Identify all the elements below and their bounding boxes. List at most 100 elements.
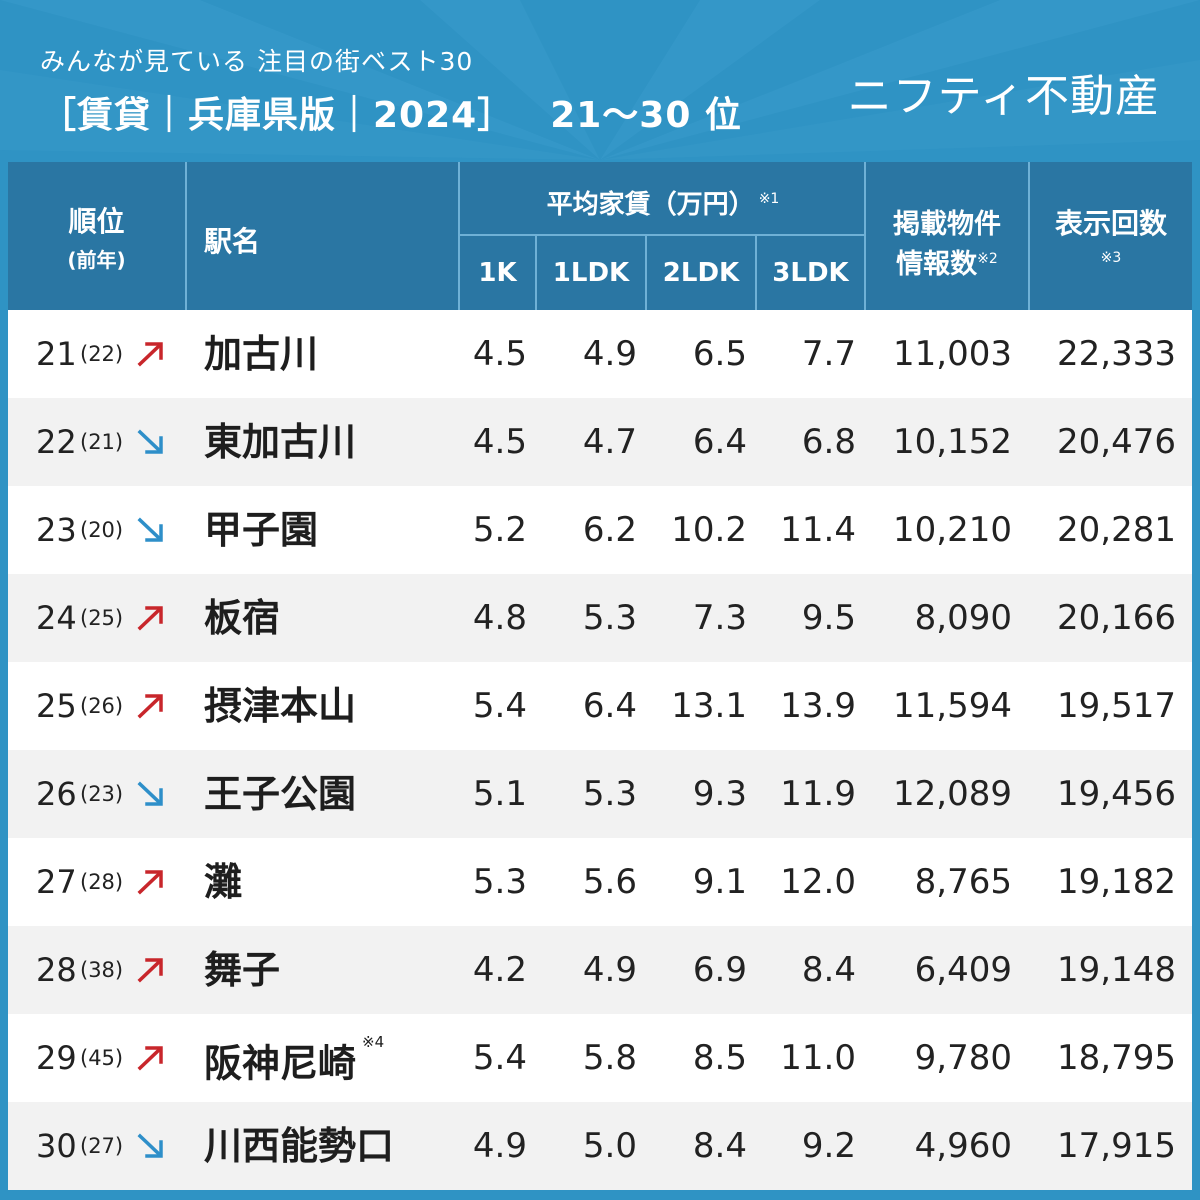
cell-views: 19,456 xyxy=(1057,774,1176,814)
col-1k: 1K xyxy=(478,258,517,288)
rank-number: 29 xyxy=(36,1039,77,1077)
cell-views: 22,333 xyxy=(1057,334,1176,374)
station-name: 王子公園 xyxy=(204,772,357,816)
col-listings-line2: 情報数※2 xyxy=(866,242,1028,281)
title-text: ［賃貸｜兵庫県版｜2024］ xyxy=(40,95,515,136)
col-1ldk: 1LDK xyxy=(552,258,630,288)
cell-1k: 5.1 xyxy=(472,774,527,814)
cell-3ldk: 9.2 xyxy=(801,1126,856,1166)
cell-views: 19,182 xyxy=(1057,862,1176,902)
brand-logo: ニフティ不動産 xyxy=(847,71,1160,122)
trend-up-icon xyxy=(136,662,168,750)
header-divider xyxy=(864,162,866,310)
cell-listings: 10,152 xyxy=(893,422,1012,462)
rank-number: 23 xyxy=(36,511,77,549)
views-note: ※3 xyxy=(1100,250,1122,266)
header-divider xyxy=(645,234,647,310)
cell-3ldk: 11.0 xyxy=(780,1038,856,1078)
table-row: 26 (23) 王子公園 5.1 5.3 9.3 11.9 12,089 19,456 xyxy=(8,750,1192,838)
ranking-table: 順位 (前年) 駅名 平均家賃（万円） ※1 1K 1LDK 2LDK 3LDK … xyxy=(8,162,1192,1190)
cell-2ldk: 10.2 xyxy=(671,510,747,550)
col-3ldk: 3LDK xyxy=(772,258,849,288)
cell-1k: 4.8 xyxy=(472,598,527,638)
table-row: 22 (21) 東加古川 4.5 4.7 6.4 6.8 10,152 20,476 xyxy=(8,398,1192,486)
header-divider xyxy=(185,162,187,310)
header-divider xyxy=(458,162,460,310)
prev-rank: (20) xyxy=(80,518,124,542)
rank-number: 22 xyxy=(36,423,77,461)
table-header: 順位 (前年) 駅名 平均家賃（万円） ※1 1K 1LDK 2LDK 3LDK … xyxy=(8,162,1192,310)
avg-rent-note: ※1 xyxy=(758,191,780,208)
header-divider xyxy=(458,234,866,236)
trend-down-icon xyxy=(136,750,168,838)
rank-number: 26 xyxy=(36,775,77,813)
cell-1ldk: 5.3 xyxy=(582,598,637,638)
cell-1ldk: 5.0 xyxy=(582,1126,637,1166)
cell-listings: 11,003 xyxy=(893,334,1012,374)
cell-listings: 6,409 xyxy=(914,950,1012,990)
cell-2ldk: 6.9 xyxy=(692,950,747,990)
col-station: 駅名 xyxy=(204,225,261,258)
cell-3ldk: 9.5 xyxy=(801,598,856,638)
rank-number: 24 xyxy=(36,599,77,637)
cell-3ldk: 8.4 xyxy=(801,950,856,990)
cell-2ldk: 6.5 xyxy=(692,334,747,374)
col-listings: 掲載物件 xyxy=(893,209,1001,240)
station-name: 舞子 xyxy=(204,948,281,992)
cell-1k: 5.3 xyxy=(472,862,527,902)
cell-2ldk: 8.5 xyxy=(692,1038,747,1078)
rank-number: 30 xyxy=(36,1127,77,1165)
cell-1ldk: 6.4 xyxy=(582,686,637,726)
trend-up-icon xyxy=(136,838,168,926)
trend-down-icon xyxy=(136,398,168,486)
cell-2ldk: 9.3 xyxy=(692,774,747,814)
cell-2ldk: 13.1 xyxy=(671,686,747,726)
cell-1k: 4.9 xyxy=(472,1126,527,1166)
cell-2ldk: 7.3 xyxy=(692,598,747,638)
station-name: 加古川 xyxy=(204,332,319,376)
page-title: ［賃貸｜兵庫県版｜2024］ 21〜30 位 xyxy=(40,86,742,138)
station-name: 東加古川 xyxy=(204,420,357,464)
prev-rank: (21) xyxy=(80,430,124,454)
trend-up-icon xyxy=(136,574,168,662)
cell-1k: 4.5 xyxy=(472,422,527,462)
cell-2ldk: 6.4 xyxy=(692,422,747,462)
table-row: 29 (45) 阪神尼崎 ※4 5.4 5.8 8.5 11.0 9,780 18,795 xyxy=(8,1014,1192,1102)
listings-note: ※2 xyxy=(977,251,998,267)
cell-2ldk: 9.1 xyxy=(692,862,747,902)
header-divider xyxy=(535,234,537,310)
cell-2ldk: 8.4 xyxy=(692,1126,747,1166)
prev-rank: (22) xyxy=(80,342,124,366)
cell-1k: 4.5 xyxy=(472,334,527,374)
cell-1ldk: 4.7 xyxy=(582,422,637,462)
prev-rank: (45) xyxy=(80,1046,124,1070)
trend-down-icon xyxy=(136,1102,168,1190)
rank-number: 27 xyxy=(36,863,77,901)
cell-1k: 5.4 xyxy=(472,1038,527,1078)
cell-listings: 9,780 xyxy=(914,1038,1012,1078)
table-row: 30 (27) 川西能勢口 4.9 5.0 8.4 9.2 4,960 17,915 xyxy=(8,1102,1192,1190)
header-divider xyxy=(755,234,757,310)
col-rank-prev: (前年) xyxy=(67,248,126,272)
station-name: 摂津本山 xyxy=(204,684,357,728)
cell-1ldk: 5.6 xyxy=(582,862,637,902)
table-row: 23 (20) 甲子園 5.2 6.2 10.2 11.4 10,210 20,281 xyxy=(8,486,1192,574)
cell-views: 20,166 xyxy=(1057,598,1176,638)
rank-range: 21〜30 位 xyxy=(550,95,742,136)
table-row: 21 (22) 加古川 4.5 4.9 6.5 7.7 11,003 22,333 xyxy=(8,310,1192,398)
cell-3ldk: 11.9 xyxy=(780,774,856,814)
header-divider xyxy=(1028,162,1030,310)
cell-1ldk: 5.8 xyxy=(582,1038,637,1078)
rank-number: 28 xyxy=(36,951,77,989)
cell-listings: 10,210 xyxy=(893,510,1012,550)
trend-down-icon xyxy=(136,486,168,574)
trend-up-icon xyxy=(136,1014,168,1102)
table-row: 28 (38) 舞子 4.2 4.9 6.9 8.4 6,409 19,148 xyxy=(8,926,1192,1014)
cell-views: 19,148 xyxy=(1057,950,1176,990)
table-row: 27 (28) 灘 5.3 5.6 9.1 12.0 8,765 19,182 xyxy=(8,838,1192,926)
col-2ldk: 2LDK xyxy=(662,258,740,288)
cell-3ldk: 11.4 xyxy=(780,510,856,550)
cell-1ldk: 6.2 xyxy=(582,510,637,550)
cell-views: 19,517 xyxy=(1057,686,1176,726)
cell-views: 17,915 xyxy=(1057,1126,1176,1166)
